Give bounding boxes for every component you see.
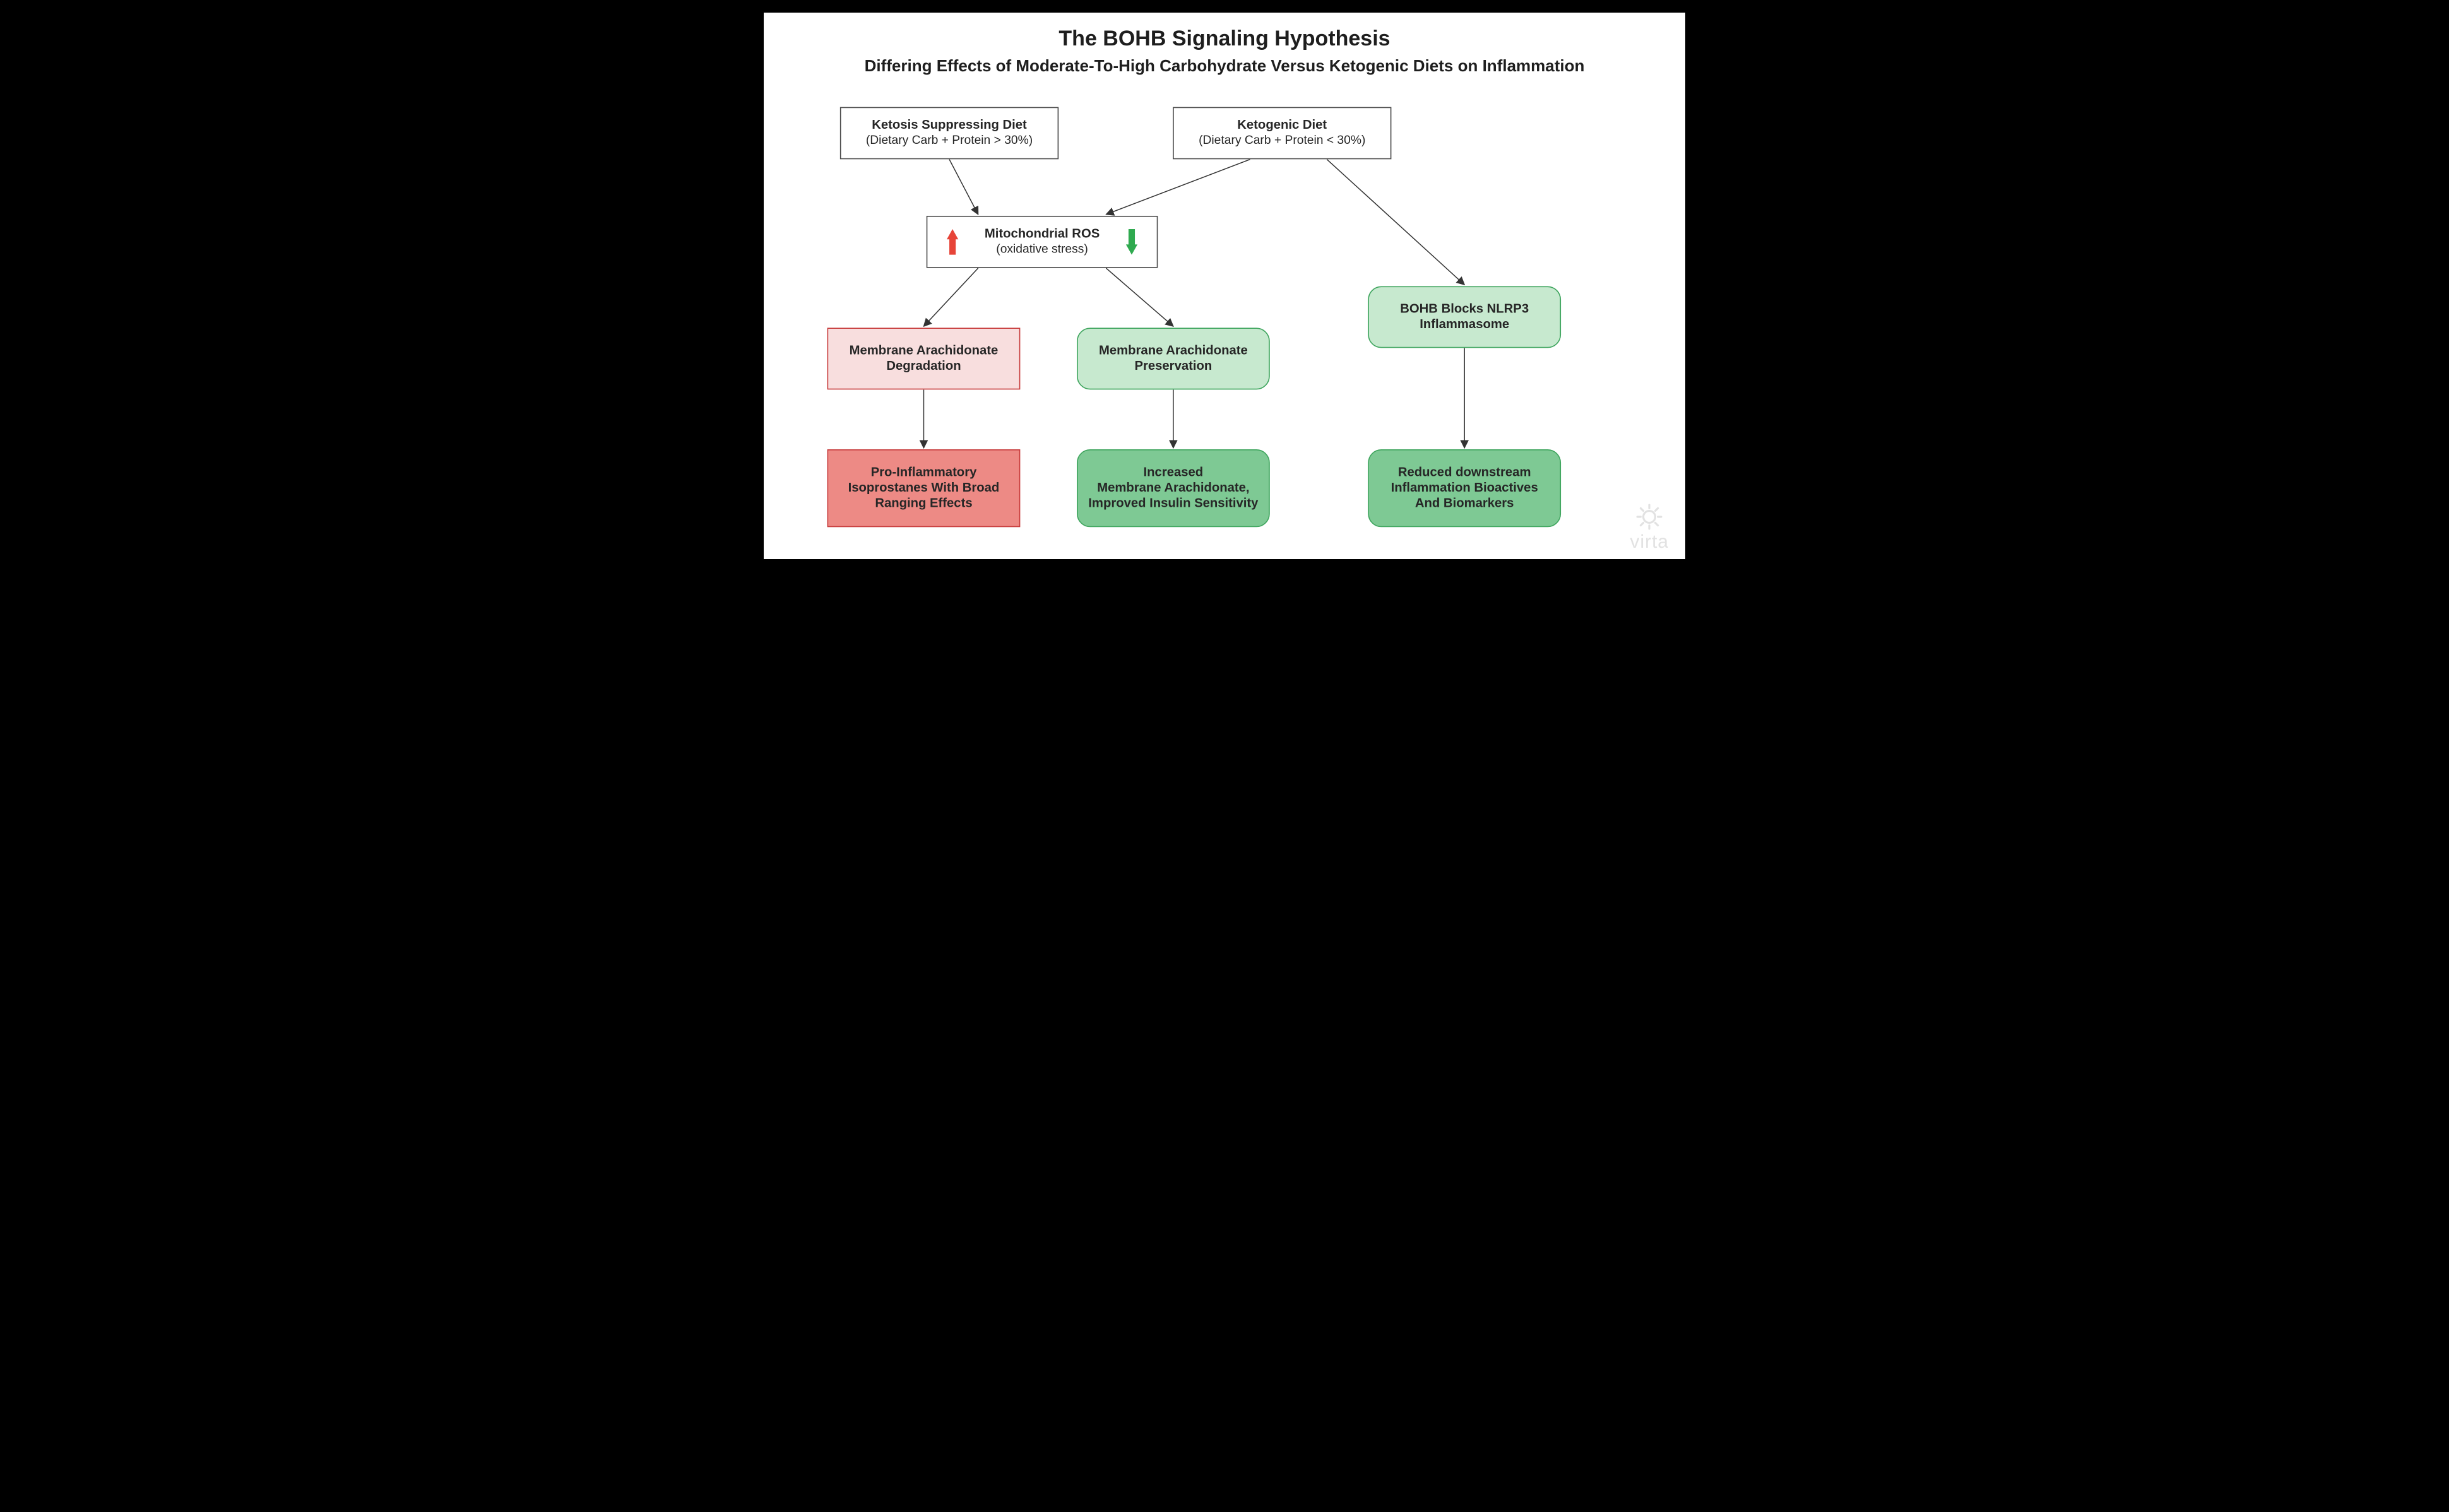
node-reduced_bio: Reduced downstreamInflammation Bioactive… (1368, 450, 1560, 527)
node-diet_keto-label-0: Ketogenic Diet (1237, 118, 1327, 132)
node-bohb_block-label-1: Inflammasome (1420, 317, 1509, 331)
watermark-text: virta (1630, 533, 1669, 552)
node-mem_pres-label-0: Membrane Arachidonate (1099, 344, 1248, 358)
node-increased_sens-label-0: Increased (1144, 466, 1204, 480)
node-mem_pres-label-1: Preservation (1134, 359, 1212, 373)
diagram-subtitle: Differing Effects of Moderate-To-High Ca… (783, 56, 1666, 76)
node-diet_suppress-label-1: (Dietary Carb + Protein > 30%) (866, 134, 1033, 147)
node-increased_sens-label-2: Improved Insulin Sensitivity (1088, 496, 1259, 510)
node-pro_inflam-label-1: Isoprostanes With Broad (848, 481, 1000, 495)
node-mem_deg: Membrane ArachidonateDegradation (827, 328, 1019, 389)
node-mem_deg-label-0: Membrane Arachidonate (850, 344, 999, 358)
node-ros-label-0: Mitochondrial ROS (985, 227, 1100, 241)
edge-diet_keto-to-ros (1106, 160, 1250, 215)
nodes-group: Ketosis Suppressing Diet (Dietary Carb + … (827, 107, 1560, 526)
node-pro_inflam-label-2: Ranging Effects (875, 496, 972, 510)
node-reduced_bio-label-0: Reduced downstream (1398, 466, 1531, 480)
edge-ros-to-mem_deg (923, 268, 978, 326)
node-diet_keto-label-1: (Dietary Carb + Protein < 30%) (1199, 134, 1365, 147)
node-increased_sens-label-1: Membrane Arachidonate, (1097, 481, 1249, 495)
node-mem_deg-label-1: Degradation (886, 359, 961, 373)
diagram-title: The BOHB Signaling Hypothesis (783, 27, 1666, 51)
node-diet_suppress: Ketosis Suppressing Diet (Dietary Carb + … (841, 107, 1058, 158)
node-ros-label-1: (oxidative stress) (996, 243, 1088, 256)
node-increased_sens: IncreasedMembrane Arachidonate,Improved … (1077, 450, 1269, 527)
flowchart-svg: Ketosis Suppressing Diet (Dietary Carb + … (764, 88, 1685, 562)
watermark-logo: virta (1630, 504, 1669, 552)
edge-ros-to-mem_pres (1106, 268, 1173, 326)
node-bohb_block: BOHB Blocks NLRP3Inflammasome (1368, 286, 1560, 347)
node-pro_inflam-label-0: Pro-Inflammatory (871, 466, 978, 480)
edge-diet_keto-to-bohb_block (1327, 160, 1464, 285)
node-bohb_block-label-0: BOHB Blocks NLRP3 (1400, 302, 1529, 316)
edge-diet_suppress-to-ros (949, 160, 978, 215)
node-diet_suppress-label-0: Ketosis Suppressing Diet (872, 118, 1027, 132)
diagram-panel: The BOHB Signaling Hypothesis Differing … (764, 13, 1685, 559)
node-reduced_bio-label-1: Inflammation Bioactives (1391, 481, 1538, 495)
node-diet_keto: Ketogenic Diet (Dietary Carb + Protein < … (1173, 107, 1391, 158)
outer-frame: The BOHB Signaling Hypothesis Differing … (751, 0, 1698, 584)
node-ros: Mitochondrial ROS (oxidative stress) (927, 216, 1158, 268)
node-mem_pres: Membrane ArachidonatePreservation (1077, 328, 1269, 389)
node-pro_inflam: Pro-InflammatoryIsoprostanes With BroadR… (827, 450, 1019, 527)
sun-icon (1636, 504, 1663, 530)
node-reduced_bio-label-2: And Biomarkers (1415, 496, 1514, 510)
